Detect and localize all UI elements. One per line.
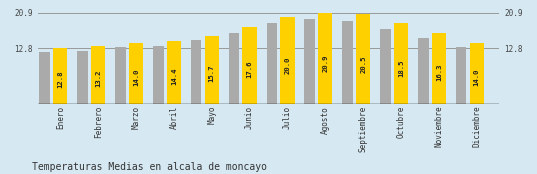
Bar [456,47,467,104]
Bar [356,14,371,104]
Bar [304,19,315,104]
Text: 14.0: 14.0 [474,68,480,85]
Bar [91,46,105,104]
Text: 12.8: 12.8 [57,70,63,88]
Bar [166,41,181,104]
Bar [129,43,143,104]
Text: 18.5: 18.5 [398,59,404,77]
Text: Temperaturas Medias en alcala de moncayo: Temperaturas Medias en alcala de moncayo [32,162,267,172]
Text: 20.5: 20.5 [360,55,366,73]
Bar [191,40,201,104]
Text: 16.3: 16.3 [436,64,442,81]
Bar [153,46,164,104]
Bar [115,47,126,104]
Text: 17.6: 17.6 [246,61,252,78]
Text: 20.9: 20.9 [322,54,328,72]
Bar [380,29,391,104]
Bar [53,48,68,104]
Bar [394,23,408,104]
Text: 14.0: 14.0 [133,68,139,85]
Text: 14.4: 14.4 [171,67,177,85]
Bar [266,23,277,104]
Bar [432,33,446,104]
Bar [242,27,257,104]
Bar [205,35,219,104]
Bar [342,21,353,104]
Text: 15.7: 15.7 [209,65,215,82]
Bar [77,50,88,104]
Bar [469,43,484,104]
Bar [418,38,429,104]
Text: 13.2: 13.2 [95,70,101,87]
Bar [280,17,295,104]
Bar [318,13,332,104]
Text: 20.0: 20.0 [285,56,291,74]
Bar [40,52,50,104]
Bar [229,33,240,104]
